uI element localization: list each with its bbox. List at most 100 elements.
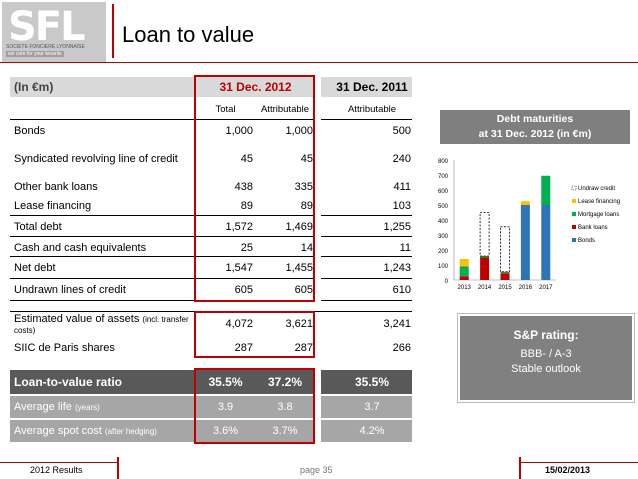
table-row: Lease financing 89 89 103: [10, 196, 412, 215]
life-attributable-2011: 3.7: [364, 401, 380, 413]
highlight-2012-top: [194, 75, 315, 302]
row-label: Syndicated revolving line of credit: [14, 153, 178, 165]
row-attributable-2011: 11: [399, 241, 411, 254]
table-row: Cash and cash equivalents 25 14 11: [10, 238, 412, 257]
row-attributable: 605: [294, 284, 313, 296]
row-attributable-2011: 1,243: [383, 262, 411, 274]
column-gap: [315, 313, 321, 358]
bar-bonds: [520, 205, 530, 280]
table-row: Net debt 1,547 1,455 1,243: [10, 258, 412, 278]
row-total: 605: [234, 284, 253, 296]
footer-divider-right: [519, 457, 521, 479]
row-attributable: 1,000: [285, 124, 313, 137]
row-label: Cash and cash equivalents: [14, 241, 147, 254]
table-divider: [10, 236, 412, 237]
x-tick-label: 2015: [498, 285, 512, 291]
sp-outlook: Stable outlook: [511, 363, 581, 375]
bar-mortgage-loans: [459, 266, 469, 277]
row-attributable: 89: [300, 199, 313, 212]
row-attributable: 45: [300, 153, 313, 165]
table-header-row: (In €m) 31 Dec. 2012 31 Dec. 2011: [10, 77, 412, 97]
legend-label: Lease financing: [578, 199, 620, 205]
ltv-attributable: 37.2%: [267, 375, 303, 389]
row-attributable-2011: 411: [393, 180, 411, 193]
header-rule: [0, 62, 638, 63]
x-tick-label: 2017: [539, 285, 553, 291]
table-row-assets: Estimated value of assets (incl. transfe…: [10, 313, 412, 336]
assets-attributable: 3,621: [285, 318, 313, 330]
bar-bonds: [541, 205, 551, 280]
footer-rule-right: [520, 462, 638, 463]
ltv-label: Loan-to-value ratio: [14, 375, 123, 389]
siic-attributable: 287: [294, 341, 313, 354]
table-row-ltv: Loan-to-value ratio 35.5% 37.2% 35.5%: [10, 370, 412, 394]
ltv-attributable-2011: 35.5%: [354, 375, 390, 389]
y-tick-label: 300: [438, 234, 449, 240]
sfl-logo: SFL SOCIETE FONCIERE LYONNAISE we care f…: [2, 2, 106, 62]
y-tick-label: 100: [438, 264, 449, 270]
row-label: Net debt: [14, 262, 56, 274]
cost-label-detail: (after hedging): [104, 426, 157, 436]
highlight-2012-bottom: [194, 368, 315, 444]
cost-total: 3.6%: [212, 425, 239, 437]
column-gap: [315, 370, 321, 442]
life-label-detail: (years): [74, 402, 100, 412]
row-label: Other bank loans: [14, 180, 98, 193]
bar-lease-financing: [520, 201, 530, 205]
table-row-cost: Average spot cost (after hedging) 3.6% 3…: [10, 420, 412, 442]
table-divider: [10, 278, 412, 279]
sp-rating-panel: S&P rating: BBB- / A-3 Stable outlook: [460, 316, 632, 400]
cost-attributable-2011: 4.2%: [359, 425, 385, 437]
legend-swatch: [572, 212, 576, 216]
highlight-2012-middle: [194, 311, 315, 358]
header-divider: [112, 4, 114, 58]
row-total: 438: [234, 180, 253, 193]
footer-divider-left: [117, 457, 119, 479]
column-2012-header: 31 Dec. 2012: [219, 80, 292, 94]
siic-label: SIIC de Paris shares: [14, 341, 115, 354]
row-label: Bonds: [14, 124, 46, 137]
row-total: 1,547: [225, 262, 253, 274]
units-label: (In €m): [14, 80, 54, 94]
row-attributable-2011: 610: [392, 284, 411, 296]
legend-label: Undraw credit: [578, 186, 615, 192]
bar-mortgage-loans: [480, 256, 490, 258]
logo-tagline: we care for your tenants: [6, 51, 64, 57]
legend-label: Bonds: [578, 238, 595, 244]
logo-text: SFL: [8, 4, 86, 50]
legend-swatch: [572, 225, 576, 229]
row-attributable: 1,469: [285, 220, 313, 233]
life-total: 3.9: [217, 401, 234, 413]
row-attributable-2011: 500: [392, 124, 411, 137]
debt-maturities-title: Debt maturities at 31 Dec. 2012 (in €m): [440, 110, 630, 144]
y-tick-label: 0: [445, 279, 449, 285]
row-attributable: 1,455: [285, 262, 313, 274]
row-attributable: 14: [300, 241, 313, 254]
row-attributable-2011: 1,255: [383, 220, 411, 233]
sp-rating-box: S&P rating: BBB- / A-3 Stable outlook: [458, 314, 634, 402]
y-tick-label: 800: [438, 159, 449, 165]
legend-swatch: [572, 238, 576, 242]
x-tick-label: 2013: [458, 285, 472, 291]
bar-bank-loans: [459, 276, 469, 280]
legend-swatch: [571, 185, 577, 191]
bar-bank-loans: [500, 273, 510, 280]
y-tick-label: 200: [438, 249, 449, 255]
debt-maturities-line2: at 31 Dec. 2012 (in €m): [478, 128, 592, 140]
table-row-life: Average life (years) 3.9 3.8 3.7: [10, 396, 412, 418]
row-total: 1,000: [225, 124, 253, 137]
row-attributable-2011: 103: [392, 199, 411, 212]
table-divider: [10, 119, 412, 120]
cost-label: Average spot cost: [14, 425, 102, 437]
table-row-siic: SIIC de Paris shares 287 287 266: [10, 337, 412, 358]
column-gap: [315, 77, 321, 302]
bar-mortgage-loans: [541, 175, 551, 205]
y-tick-label: 600: [438, 189, 449, 195]
debt-maturities-line1: Debt maturities: [496, 113, 574, 125]
bar-undrawn: [500, 226, 510, 273]
legend-label: Mortgage loans: [578, 212, 619, 218]
life-attributable: 3.8: [277, 401, 293, 413]
footer-rule-left: [0, 462, 118, 463]
subheader-attributable: Attributable: [260, 103, 310, 115]
row-total: 89: [240, 199, 253, 212]
